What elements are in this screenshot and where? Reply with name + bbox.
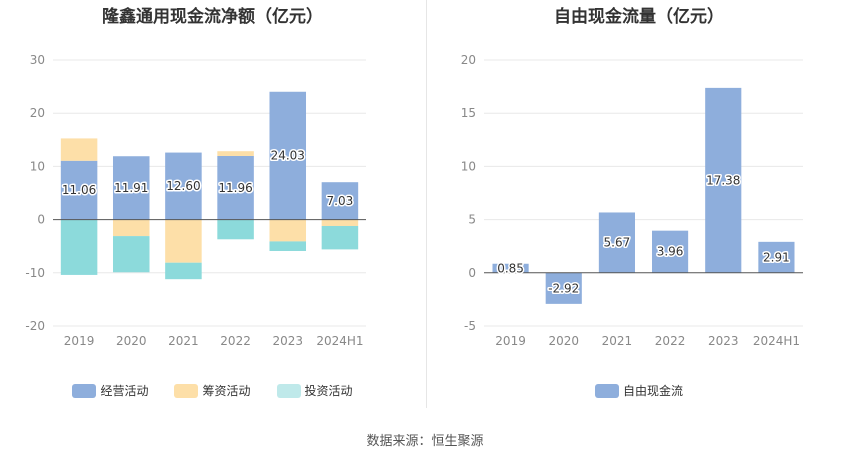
- bar-1-2022: [217, 155, 254, 220]
- data-label: 17.38: [706, 173, 740, 187]
- panel-divider: [426, 0, 427, 408]
- x-tick-label: 2024H1: [316, 334, 363, 348]
- chart-legend: 经营活动 筹资活动 投资活动: [0, 382, 425, 399]
- bar-1-2023: [705, 87, 742, 273]
- bar-1-2021: [598, 212, 635, 273]
- legend-label: 筹资活动: [202, 384, 251, 398]
- bar-1-2022: [652, 230, 689, 273]
- x-tick-label: 2021: [602, 334, 633, 348]
- data-label: 24.03: [271, 149, 305, 163]
- bar-2-2020: [112, 219, 150, 237]
- y-tick-label: -20: [25, 319, 45, 333]
- bar-3-2019: [60, 219, 98, 275]
- data-label: 12.60: [166, 179, 200, 193]
- x-tick-label: 2022: [220, 334, 251, 348]
- y-tick-label: 10: [30, 159, 45, 173]
- bar-1-2024H1: [321, 182, 359, 220]
- x-tick-label: 2019: [64, 334, 95, 348]
- bar-2-2024H1: [321, 219, 359, 226]
- legend-item-financing[interactable]: 筹资活动: [174, 382, 251, 399]
- bar-1-2021: [165, 152, 202, 220]
- y-tick-label: -5: [464, 319, 476, 333]
- legend-item-investing[interactable]: 投资活动: [276, 382, 353, 399]
- data-label: 2.91: [763, 250, 790, 264]
- data-label: 11.06: [62, 183, 96, 197]
- data-label: 7.03: [327, 194, 354, 208]
- x-tick-label: 2019: [495, 334, 526, 348]
- legend-swatch: [72, 383, 97, 398]
- x-tick-label: 2021: [168, 334, 199, 348]
- y-tick-label: 20: [30, 106, 45, 120]
- chart-legend: 自由现金流: [428, 382, 850, 399]
- bar-1-2019: [60, 160, 98, 220]
- cash-flow-chart-panel: 隆鑫通用现金流净额（亿元） -20 -10 0 10 20 30 11.06 11.91 12.…: [0, 0, 425, 410]
- x-tick-label: 2024H1: [753, 334, 800, 348]
- bar-1-2024H1: [758, 241, 795, 273]
- data-label: -2.92: [548, 281, 579, 295]
- bar-2-2023: [269, 219, 307, 242]
- y-tick-label: 15: [461, 106, 476, 120]
- chart-title: 隆鑫通用现金流净额（亿元）: [102, 7, 323, 27]
- x-tick-label: 2022: [655, 334, 686, 348]
- y-tick-label: 0: [37, 213, 45, 227]
- data-label: 11.96: [218, 181, 252, 195]
- y-tick-label: 30: [30, 53, 45, 67]
- y-tick-label: 0: [468, 266, 476, 280]
- bar-1-2019: [492, 263, 529, 273]
- legend-swatch: [276, 383, 301, 398]
- cash-flow-bar-chart: -20 -10 0 10 20 30 11.06 11.91 12.60 11.96 24.03 7.…: [25, 53, 366, 348]
- free-cash-flow-bar-chart: -5 0 5 10 15 20 0.85 -2.92 5.67 3.96 17.38 2.91 2019…: [461, 53, 803, 348]
- bar-3-2020: [112, 236, 150, 273]
- bar-2-2022: [217, 151, 254, 156]
- legend-label: 经营活动: [100, 384, 149, 398]
- bar-1-2020: [112, 156, 150, 220]
- y-tick-label: 20: [461, 53, 476, 67]
- legend-item-free-cash-flow[interactable]: 自由现金流: [594, 382, 683, 399]
- bar-2-2021: [165, 219, 202, 263]
- free-cash-flow-chart-panel: 自由现金流量（亿元） -5 0 5 10 15 20 0.85 -2.92 5.67 3.96 17…: [428, 0, 850, 410]
- legend-item-operating[interactable]: 经营活动: [72, 382, 148, 399]
- bar-1-2023: [269, 91, 307, 220]
- y-tick-label: 5: [468, 213, 476, 227]
- chart-title: 自由现金流量（亿元）: [554, 7, 724, 27]
- bar-3-2022: [217, 219, 254, 240]
- bar-3-2021: [165, 262, 202, 280]
- bar-2-2019: [60, 138, 98, 161]
- x-tick-label: 2020: [116, 334, 147, 348]
- data-label: 3.96: [657, 245, 684, 259]
- bar-3-2023: [269, 241, 307, 251]
- x-tick-label: 2023: [272, 334, 303, 348]
- bar-1-2020: [545, 272, 582, 304]
- legend-swatch: [594, 383, 619, 398]
- data-label: 5.67: [604, 236, 631, 250]
- x-tick-label: 2023: [708, 334, 739, 348]
- legend-label: 投资活动: [304, 384, 353, 398]
- data-source-note: 数据来源：恒生聚源: [366, 434, 484, 449]
- data-label: 11.91: [114, 181, 148, 195]
- y-tick-label: 10: [461, 159, 476, 173]
- legend-label: 自由现金流: [622, 384, 683, 398]
- x-tick-label: 2020: [548, 334, 579, 348]
- legend-swatch: [174, 383, 199, 398]
- y-tick-label: -10: [25, 266, 45, 280]
- bar-3-2024H1: [321, 225, 359, 250]
- data-label: 0.85: [497, 261, 524, 275]
